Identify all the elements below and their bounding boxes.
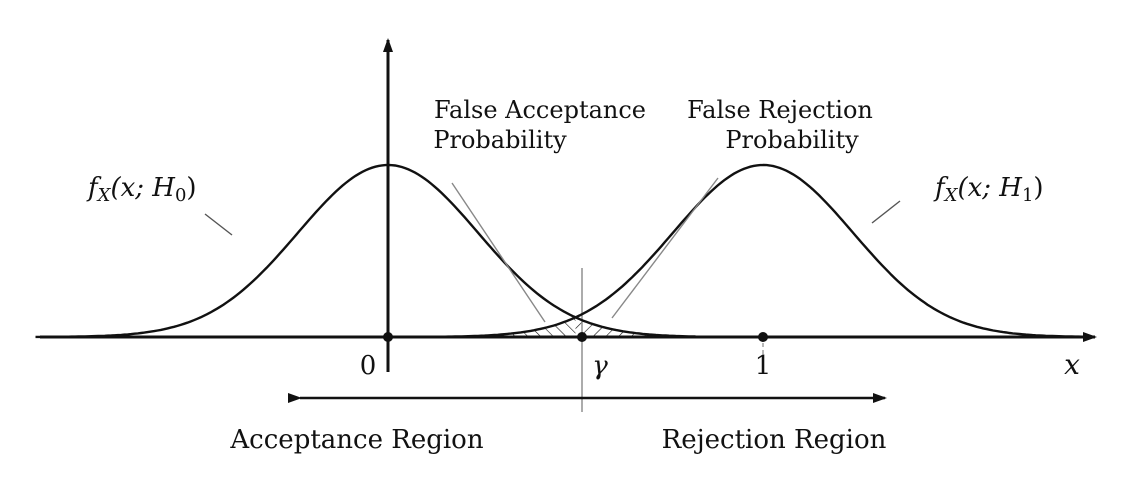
h1-density-curve (425, 163, 1082, 338)
h1-density-label: fX(x; H1) (933, 173, 1044, 206)
tick-dot-gamma (577, 332, 587, 342)
h0-leader (204, 213, 233, 236)
x-axis-label: x (1064, 348, 1080, 381)
false-rejection-label-line2: Probability (725, 126, 859, 154)
tick-label-zero: 0 (360, 351, 377, 381)
acceptance-region-label: Acceptance Region (229, 425, 483, 455)
tick-dot-one (758, 332, 768, 342)
tick-dot-zero (383, 332, 393, 342)
h0-density-label: fX(x; H0) (86, 173, 197, 206)
tick-label-one: 1 (755, 351, 772, 381)
rejection-region-label: Rejection Region (662, 425, 887, 455)
false-rejection-label-line1: False Rejection (687, 96, 873, 124)
false-acceptance-area (575, 317, 696, 337)
false-rejection-leader (611, 177, 719, 319)
h0-density-curve (35, 163, 696, 339)
false-acceptance-label-line1: False Acceptance (434, 96, 646, 124)
tick-label-gamma: γ (592, 351, 608, 381)
false-acceptance-label-line2: Probability (433, 126, 567, 154)
h1-leader (871, 200, 901, 224)
false-acceptance-leader (451, 182, 546, 323)
false-rejection-area (425, 317, 576, 337)
